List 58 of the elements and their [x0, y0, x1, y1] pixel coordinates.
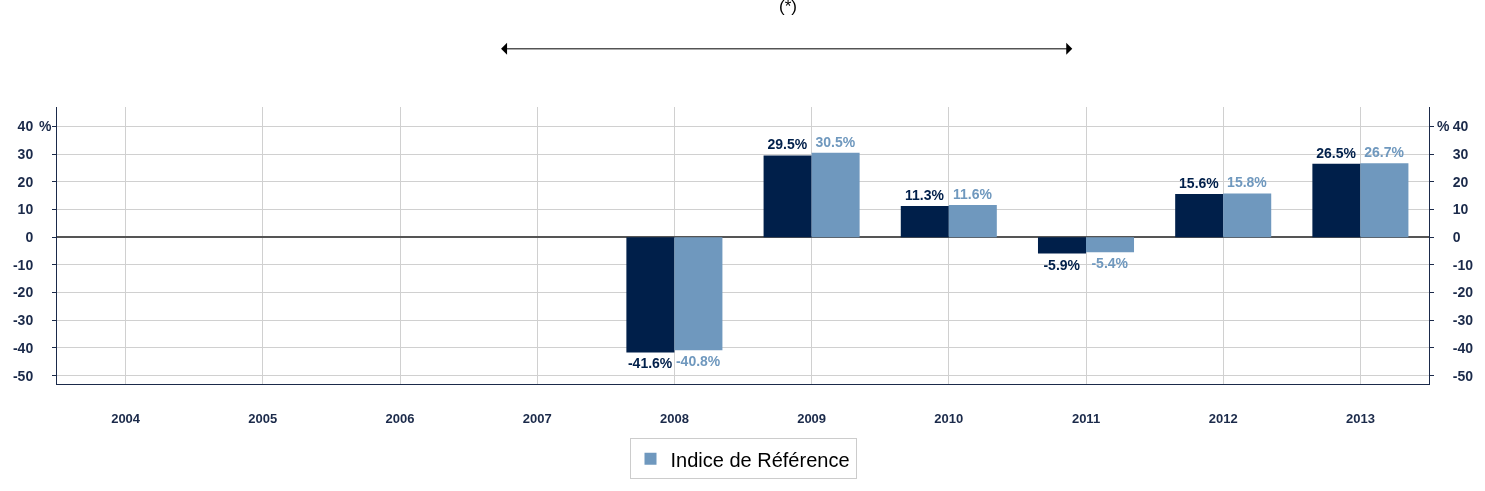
y-tick-label: -30	[12, 312, 34, 329]
x-tick-label: 2006	[385, 410, 415, 426]
y2-tick-label: -40	[1452, 339, 1474, 356]
y2-tick-label: 40	[1452, 118, 1469, 135]
x-tick-label: 2005	[248, 410, 278, 426]
bar	[1175, 193, 1224, 238]
data-label: 15.6%	[1179, 174, 1220, 191]
y-axis-title: %	[39, 118, 52, 134]
y2-tick-label: 20	[1452, 173, 1469, 190]
data-label: 26.5%	[1316, 144, 1357, 161]
x-tick-label: 2011	[1071, 410, 1101, 426]
bar	[900, 205, 949, 238]
x-tick-label: 2004	[111, 410, 141, 426]
data-label: 15.8%	[1227, 174, 1268, 191]
bar	[948, 205, 997, 238]
bar	[1037, 237, 1086, 254]
y-tick-label: -10	[12, 256, 34, 273]
y2-tick-label: -50	[1452, 367, 1474, 384]
data-label: 30.5%	[815, 133, 856, 150]
bar	[674, 237, 723, 351]
y-tick-label: 40	[17, 118, 34, 135]
y-tick-label: -50	[12, 367, 34, 384]
data-label: 11.3%	[905, 186, 945, 203]
data-label: -5.9%	[1043, 256, 1081, 273]
data-label: -41.6%	[627, 355, 673, 372]
bar	[811, 152, 860, 238]
bar	[1360, 163, 1409, 238]
y2-tick-label: -10	[1452, 256, 1474, 273]
y-tick-label: -20	[12, 284, 34, 301]
y-tick-label: -40	[12, 339, 34, 356]
bar	[626, 237, 675, 353]
y2-tick-label: 0	[1452, 229, 1461, 246]
data-label: 29.5%	[767, 136, 808, 153]
bar	[1312, 163, 1361, 238]
y2-axis-title: %	[1437, 118, 1450, 134]
y2-tick-label: 10	[1452, 201, 1469, 218]
x-tick-label: 2012	[1208, 410, 1238, 426]
y2-tick-label: -30	[1452, 312, 1474, 329]
bar	[1086, 237, 1135, 253]
x-tick-label: 2010	[934, 410, 964, 426]
y-tick-label: 0	[25, 229, 34, 246]
x-tick-label: 2008	[659, 410, 689, 426]
legend-label: Indice de Référence	[670, 448, 850, 471]
y-tick-label: 10	[17, 201, 34, 218]
data-label: 26.7%	[1364, 144, 1405, 161]
text: (*)	[779, 0, 797, 16]
data-label: 11.6%	[953, 186, 993, 203]
y-tick-label: 20	[17, 173, 34, 190]
data-label: -40.8%	[675, 353, 721, 370]
y2-tick-label: -20	[1452, 284, 1474, 301]
y-tick-label: 30	[17, 145, 34, 162]
data-label: -5.4%	[1091, 255, 1129, 272]
bar	[1223, 193, 1272, 238]
x-tick-label: 2007	[522, 410, 552, 426]
bar	[763, 155, 812, 238]
x-tick-label: 2013	[1345, 410, 1375, 426]
x-tick-label: 2009	[797, 410, 827, 426]
y2-tick-label: 30	[1452, 145, 1469, 162]
